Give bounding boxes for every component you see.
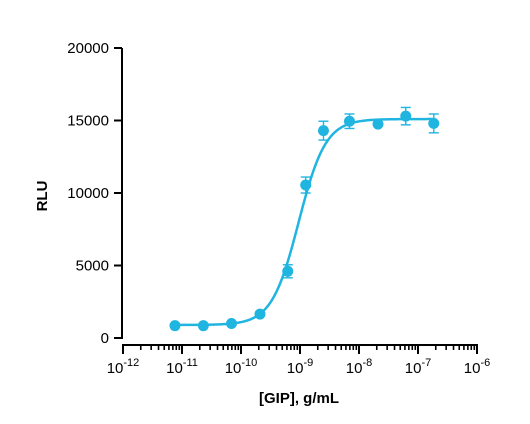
- data-points-layer: [169, 106, 440, 332]
- x-tick-label: 10-9: [287, 357, 313, 377]
- data-point: [428, 117, 440, 129]
- axes: 0 5000 10000 15000 20000 10-12 10-11 10-10 10-9 1…: [67, 40, 490, 377]
- data-point: [400, 110, 412, 122]
- data-point: [317, 125, 329, 137]
- x-tick-label: 10-10: [225, 357, 258, 377]
- x-tick-label: 10-8: [346, 357, 372, 377]
- fit-curve: [174, 117, 434, 327]
- data-point: [372, 118, 384, 130]
- y-tick-label: 5000: [76, 258, 109, 275]
- data-point: [169, 320, 181, 332]
- x-tick-label: 10-7: [405, 357, 431, 377]
- data-point: [343, 115, 355, 127]
- fit-curve-layer: [174, 117, 434, 327]
- y-tick-label: 10000: [67, 185, 109, 202]
- data-point: [254, 308, 266, 320]
- x-tick-label: 10-11: [166, 357, 198, 377]
- x-tick-label: 10-12: [107, 357, 140, 377]
- data-point: [197, 320, 209, 332]
- y-tick-label: 15000: [67, 113, 109, 130]
- y-tick-label: 20000: [67, 40, 109, 57]
- y-tick-label: 0: [101, 330, 109, 347]
- data-point: [300, 179, 312, 191]
- data-point: [282, 265, 294, 277]
- data-point: [225, 318, 237, 329]
- x-axis-title: [GIP], g/mL: [259, 390, 339, 407]
- x-tick-label: 10-6: [464, 357, 490, 377]
- y-axis-title: RLU: [34, 181, 51, 212]
